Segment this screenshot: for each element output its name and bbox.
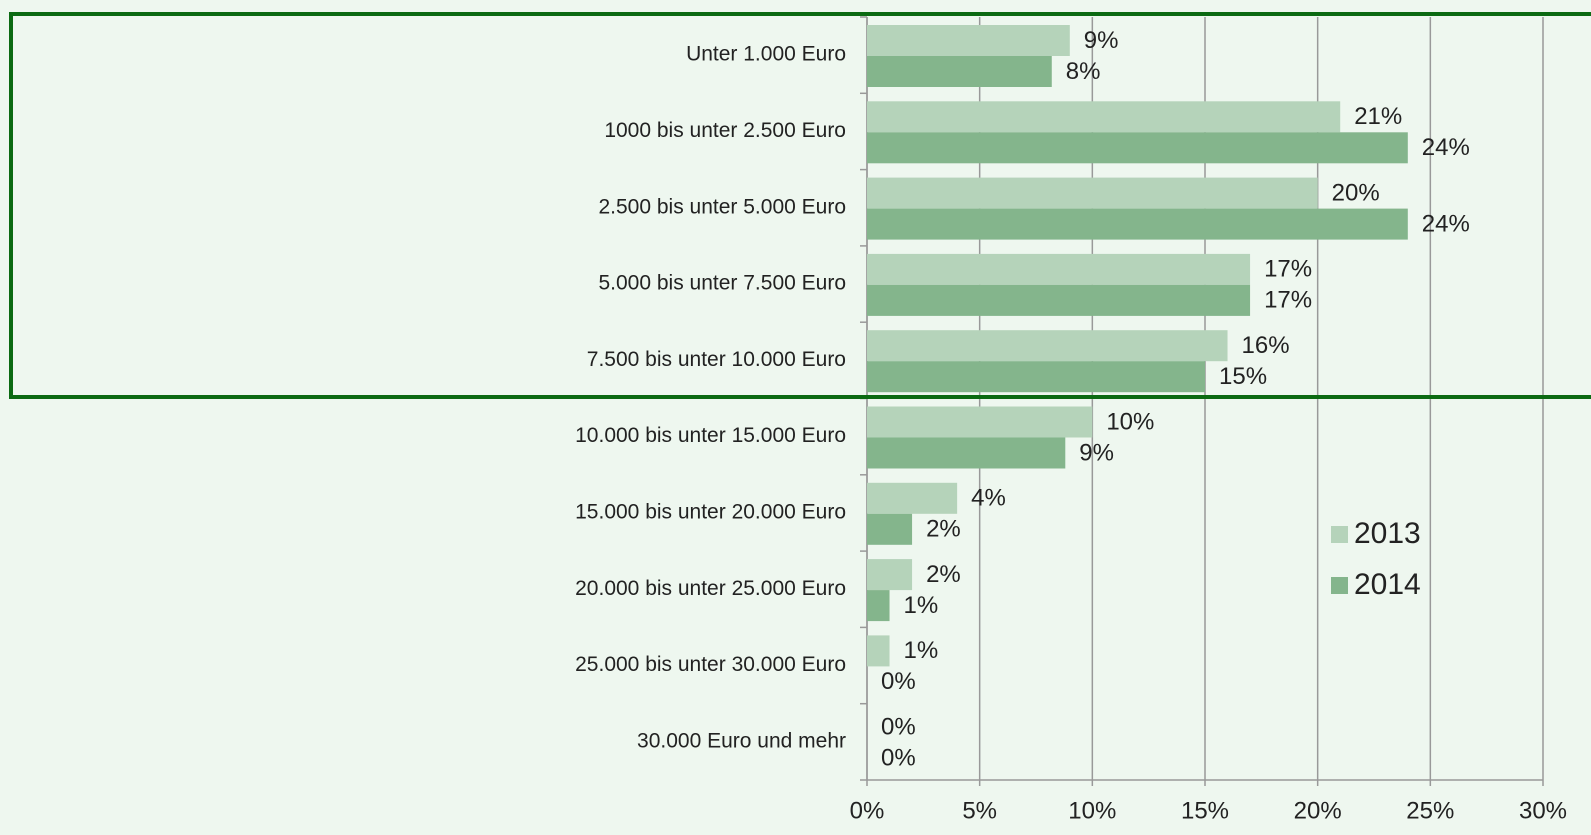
data-label: 9% xyxy=(1079,439,1114,466)
bar xyxy=(867,437,1066,469)
x-tick-label: 25% xyxy=(1406,797,1454,824)
legend-label: 2013 xyxy=(1354,517,1421,550)
data-label: 17% xyxy=(1264,256,1312,283)
category-label: Unter 1.000 Euro xyxy=(686,43,846,66)
data-label: 2% xyxy=(926,561,961,588)
category-label: 25.000 bis unter 30.000 Euro xyxy=(575,653,846,676)
bar xyxy=(867,177,1318,209)
data-label: 1% xyxy=(904,637,939,664)
category-label: 30.000 Euro und mehr xyxy=(637,729,846,752)
highlight-box xyxy=(9,12,1591,399)
bar xyxy=(867,482,958,514)
x-tick-label: 30% xyxy=(1519,797,1567,824)
data-label: 10% xyxy=(1106,408,1154,435)
bars xyxy=(867,25,1408,667)
x-tick-label: 10% xyxy=(1068,797,1116,824)
bar xyxy=(867,406,1093,438)
category-label: 10.000 bis unter 15.000 Euro xyxy=(575,424,846,447)
data-label: 0% xyxy=(881,714,916,741)
category-label: 2.500 bis unter 5.000 Euro xyxy=(598,195,846,218)
data-label: 9% xyxy=(1084,27,1119,54)
bar xyxy=(867,361,1205,393)
category-label: 15.000 bis unter 20.000 Euro xyxy=(575,500,846,523)
bar xyxy=(867,330,1228,362)
bar xyxy=(867,25,1070,56)
data-label: 0% xyxy=(881,745,916,772)
category-label: 20.000 bis unter 25.000 Euro xyxy=(575,577,846,600)
x-tick-label: 5% xyxy=(962,797,997,824)
data-label: 24% xyxy=(1422,134,1470,161)
data-label: 0% xyxy=(881,668,916,695)
x-tick-label: 20% xyxy=(1294,797,1342,824)
bar xyxy=(867,132,1408,164)
data-label: 4% xyxy=(971,485,1006,512)
bar xyxy=(867,635,890,667)
legend-label: 2014 xyxy=(1354,568,1421,601)
data-label: 24% xyxy=(1422,210,1470,237)
data-label: 21% xyxy=(1354,103,1402,130)
legend-swatch xyxy=(1331,526,1348,543)
category-label: 7.500 bis unter 10.000 Euro xyxy=(587,348,846,371)
bar xyxy=(867,101,1341,133)
data-label: 15% xyxy=(1219,363,1267,390)
bar xyxy=(867,208,1408,240)
bar xyxy=(867,253,1251,285)
data-label: 8% xyxy=(1066,58,1101,85)
data-label: 17% xyxy=(1264,287,1312,314)
data-label: 2% xyxy=(926,516,961,543)
legend-swatch xyxy=(1331,577,1348,594)
bar xyxy=(867,284,1251,316)
bar xyxy=(867,56,1052,87)
data-label: 16% xyxy=(1242,332,1290,359)
category-label: 5.000 bis unter 7.500 Euro xyxy=(598,272,846,295)
x-tick-label: 15% xyxy=(1181,797,1229,824)
bar xyxy=(867,559,913,591)
data-label: 1% xyxy=(904,592,939,619)
x-tick-label: 0% xyxy=(850,797,885,824)
data-label: 20% xyxy=(1332,179,1380,206)
category-label: 1000 bis unter 2.500 Euro xyxy=(604,119,846,142)
bar xyxy=(867,513,913,545)
bar xyxy=(867,590,890,622)
